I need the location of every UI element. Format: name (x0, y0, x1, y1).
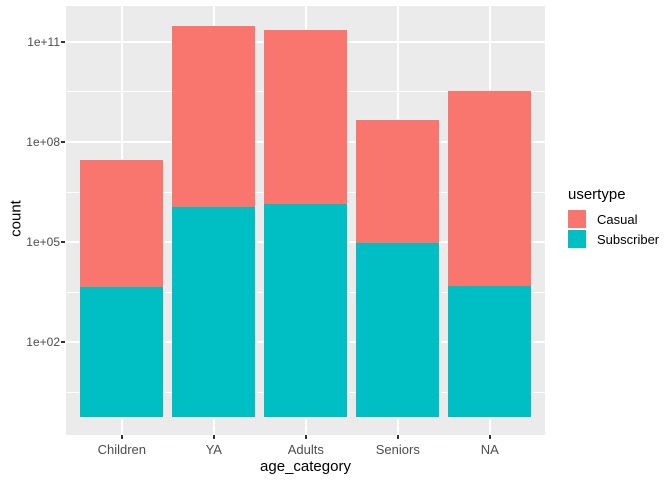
legend-title: usertype (568, 186, 626, 203)
bar-segment-casual-ya (172, 25, 256, 208)
y-tick-mark (61, 241, 65, 244)
x-tick-label: Adults (287, 442, 324, 457)
y-tick-label: 1e+11 (27, 34, 60, 49)
bar-segment-casual-seniors (356, 120, 440, 244)
x-tick-label: Seniors (375, 442, 420, 457)
x-tick-mark (488, 435, 491, 439)
bar-segment-subscriber-adults (264, 203, 348, 417)
y-tick-label: 1e+08 (26, 134, 60, 149)
y-tick-label: 1e+02 (26, 335, 60, 350)
bar-segment-subscriber-ya (172, 207, 256, 417)
x-tick-mark (120, 435, 123, 439)
y-axis-title: count (7, 200, 25, 237)
y-tick-mark (61, 40, 65, 43)
x-tick-mark (212, 435, 215, 439)
legend-key-subscriber (568, 230, 586, 248)
bar-segment-subscriber-na (448, 286, 532, 417)
x-tick-mark (396, 435, 399, 439)
legend-label-subscriber: Subscriber (597, 232, 660, 247)
bar-segment-subscriber-seniors (356, 243, 440, 417)
legend-label-casual: Casual (597, 212, 638, 227)
x-tick-label: NA (480, 442, 499, 457)
x-tick-mark (304, 435, 307, 439)
bar-segment-casual-na (448, 90, 532, 287)
bar-segment-subscriber-children (80, 286, 164, 417)
x-tick-label: Children (97, 442, 147, 457)
legend-key-casual (568, 210, 586, 228)
x-axis-title: age_category (260, 458, 351, 475)
bar-segment-casual-adults (264, 30, 348, 204)
x-tick-label: YA (205, 442, 222, 457)
y-tick-mark (61, 341, 65, 344)
plot-panel (66, 6, 545, 435)
y-tick-label: 1e+05 (26, 235, 60, 250)
bar-segment-casual-children (80, 160, 164, 287)
y-tick-mark (61, 140, 65, 143)
